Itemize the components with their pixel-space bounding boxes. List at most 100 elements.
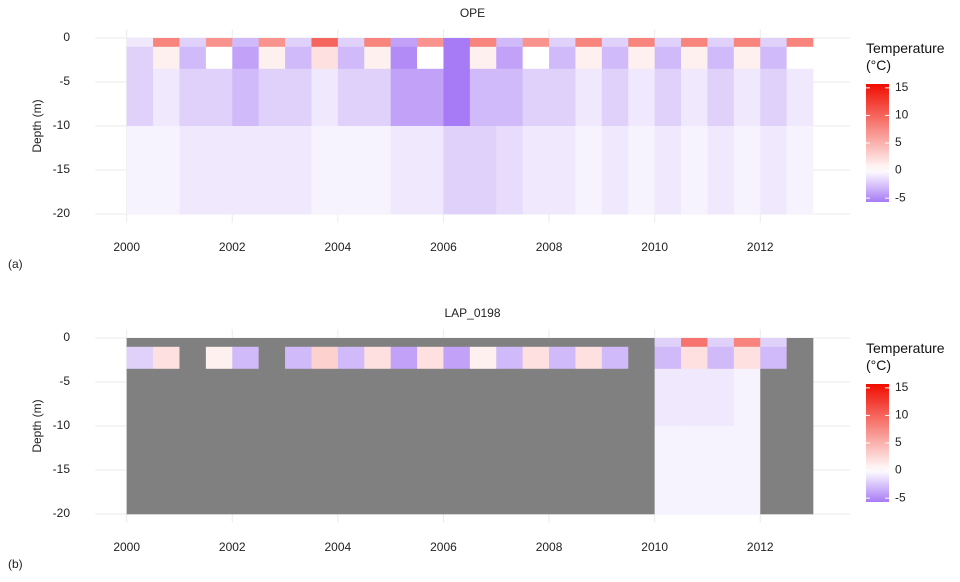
heat-cell (285, 346, 312, 370)
x-tick-label: 2006 (430, 240, 457, 254)
heat-cell (364, 346, 391, 370)
heat-cell (469, 346, 497, 370)
heat-cell (522, 126, 550, 215)
heat-cell (126, 68, 154, 127)
heat-cell (654, 426, 682, 515)
heat-cell (179, 346, 207, 370)
x-tick-label: 2010 (641, 240, 668, 254)
heat-cell (311, 338, 339, 348)
heat-cell (364, 68, 391, 127)
heat-cell (153, 338, 180, 348)
heat-cell (654, 368, 682, 427)
heat-cell (469, 46, 497, 70)
heat-cell (733, 68, 761, 127)
heat-cell (575, 38, 603, 48)
heat-cell (496, 126, 523, 215)
heat-cell (681, 68, 708, 127)
heat-cell (496, 426, 523, 515)
heat-cell (311, 38, 339, 48)
heat-cell (337, 38, 365, 48)
heat-cell (285, 338, 312, 348)
y-tick-label: -10 (53, 118, 71, 132)
heat-cell (232, 38, 259, 48)
heat-cell (469, 68, 497, 127)
heat-cell (417, 368, 444, 427)
heat-cell (179, 368, 207, 427)
heat-cell (628, 426, 655, 515)
heat-cell (628, 126, 655, 215)
heat-cell (628, 346, 655, 370)
heat-cell (601, 46, 629, 70)
heat-cell (760, 426, 787, 515)
panel: LAP_0198 2000 2002 2004 2006 2008 2010 2012 0 -5 -… (8, 306, 909, 571)
y-tick-label: 0 (63, 30, 70, 44)
heat-cell (654, 38, 682, 48)
heat-cell (311, 368, 339, 427)
heat-cell (522, 38, 550, 48)
heat-cell (443, 38, 471, 48)
heat-cell (469, 338, 497, 348)
heat-cell (364, 426, 391, 515)
heat-cell (337, 368, 365, 427)
heat-cell (205, 126, 233, 215)
heat-cell (654, 338, 682, 348)
heat-cell (549, 338, 576, 348)
heat-cell (786, 338, 814, 348)
heat-cell (258, 338, 286, 348)
x-tick-label: 2004 (325, 240, 352, 254)
heat-cell (126, 46, 154, 70)
colorbar (866, 84, 889, 202)
heat-cell (390, 68, 418, 127)
heat-cell (390, 346, 418, 370)
heat-cell (707, 68, 735, 127)
heat-cell (628, 68, 655, 127)
heat-cell (311, 126, 339, 215)
heat-cell (733, 126, 761, 215)
heat-cell (232, 338, 259, 348)
heat-cell (205, 38, 233, 48)
heat-cell (179, 126, 207, 215)
heat-cell (126, 38, 154, 48)
heat-cell (628, 368, 655, 427)
heat-cell (126, 426, 154, 515)
heat-cell (681, 338, 708, 348)
heat-cell (258, 38, 286, 48)
colorbar-label: 10 (895, 408, 909, 422)
heat-cell (575, 68, 603, 127)
heat-cell (549, 426, 576, 515)
heat-cell (179, 426, 207, 515)
heat-cell (707, 126, 735, 215)
heat-cell (575, 426, 603, 515)
heat-cell (760, 126, 787, 215)
heat-cell (205, 426, 233, 515)
heat-cell (258, 126, 286, 215)
heat-cell (786, 46, 814, 70)
heat-cell (760, 338, 787, 348)
heat-cell (601, 68, 629, 127)
heat-cell (258, 346, 286, 370)
heat-cell (153, 126, 180, 215)
x-tick-label: 2002 (219, 240, 246, 254)
heat-cell (681, 126, 708, 215)
heat-cell (549, 126, 576, 215)
heat-cell (522, 426, 550, 515)
heat-cell (549, 68, 576, 127)
heat-cell (443, 68, 471, 127)
heat-cell (522, 46, 550, 70)
heat-cell (285, 368, 312, 427)
heat-cell (707, 338, 735, 348)
y-tick-label: -20 (53, 206, 71, 220)
heat-cell (364, 46, 391, 70)
heat-cell (496, 338, 523, 348)
heat-cell (733, 346, 761, 370)
heat-cell (285, 68, 312, 127)
x-tick-label: 2004 (325, 540, 352, 554)
heat-cell (681, 368, 708, 427)
heat-cell (153, 426, 180, 515)
heat-cell (707, 426, 735, 515)
heat-cell (707, 346, 735, 370)
heat-cell (628, 38, 655, 48)
heat-cell (337, 126, 365, 215)
heat-cell (469, 368, 497, 427)
